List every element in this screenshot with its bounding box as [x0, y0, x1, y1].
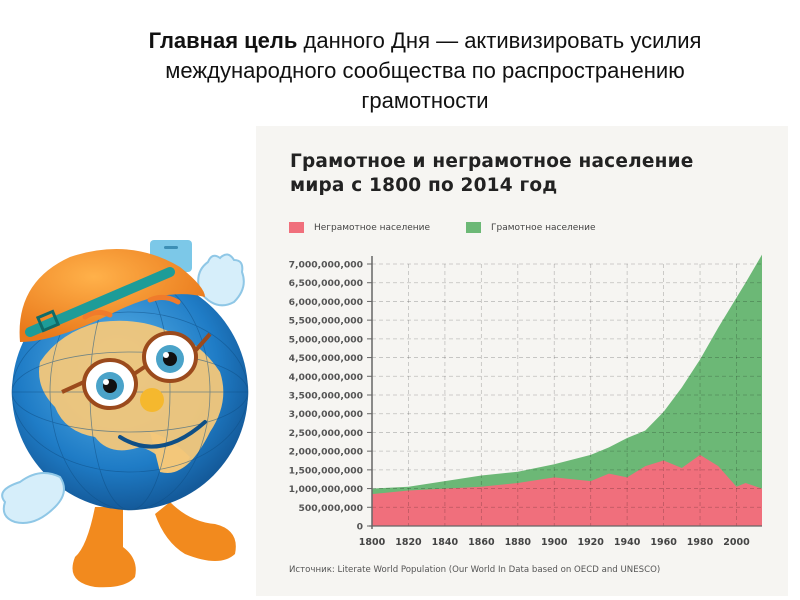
legend-item-illiterate: Неграмотное население — [289, 222, 430, 233]
y-tick-label: 6,000,000,000 — [289, 297, 363, 308]
chart-source: Источник: Literate World Population (Our… — [289, 565, 661, 575]
x-tick-label: 1840 — [432, 537, 459, 548]
x-tick-label: 1820 — [395, 537, 422, 548]
legend-swatch-illiterate — [289, 222, 304, 233]
slide-title-bold: Главная цель — [148, 28, 298, 53]
x-tick-label: 1900 — [541, 537, 568, 548]
y-tick-label: 2,500,000,000 — [289, 428, 363, 439]
y-tick-label: 2,000,000,000 — [289, 447, 363, 458]
y-tick-label: 1,000,000,000 — [289, 484, 363, 495]
globe-mascot-illustration — [1, 240, 249, 588]
slide-title-rest: данного Дня — активизировать усилия — [297, 28, 702, 53]
y-tick-label: 3,500,000,000 — [289, 391, 363, 402]
y-tick-label: 5,000,000,000 — [289, 334, 363, 345]
x-tick-label: 1920 — [577, 537, 604, 548]
chart-legend: Неграмотное население Грамотное населени… — [289, 222, 632, 233]
slide-title-line3: грамотности — [361, 88, 489, 113]
chart-card: Грамотное и неграмотное население мира с… — [256, 126, 788, 596]
y-tick-label: 0 — [357, 522, 363, 533]
grid — [372, 263, 762, 526]
legend-label-illiterate: Неграмотное население — [314, 222, 431, 233]
x-tick-label: 1800 — [359, 537, 386, 548]
x-tick-label: 1960 — [650, 537, 677, 548]
area-illiterate — [372, 454, 762, 526]
y-tick-label: 5,500,000,000 — [289, 316, 363, 327]
chart-title-line1: Грамотное и неграмотное население — [290, 151, 694, 172]
chart-title: Грамотное и неграмотное население мира с… — [290, 150, 780, 198]
y-tick-label: 4,500,000,000 — [289, 353, 363, 364]
area-chart: 0 500,000,000 1,000,000,000 1,500,000,000 2,… — [289, 254, 762, 548]
area-literate — [372, 254, 762, 526]
slide-title: Главная цель данного Дня — активизироват… — [60, 26, 790, 116]
y-tick-label: 500,000,000 — [298, 503, 363, 514]
y-tick-label: 6,500,000,000 — [289, 278, 363, 289]
x-tick-label: 1860 — [468, 537, 495, 548]
y-tick-label: 1,500,000,000 — [289, 465, 363, 476]
legend-label-literate: Грамотное население — [491, 222, 596, 233]
x-tick-label: 2000 — [723, 537, 750, 548]
slide-title-line2: международного сообщества по распростран… — [165, 58, 685, 83]
x-tick-label: 1880 — [505, 537, 532, 548]
x-tick-label: 1940 — [614, 537, 641, 548]
legend-swatch-literate — [466, 222, 482, 233]
x-tick-label: 1980 — [687, 537, 714, 548]
y-tick-label: 4,000,000,000 — [289, 372, 363, 383]
y-tick-label: 3,000,000,000 — [289, 409, 363, 420]
legend-item-literate: Грамотное население — [466, 222, 596, 233]
slide-title-line1: Главная цель данного Дня — активизироват… — [60, 26, 790, 56]
y-tick-label: 7,000,000,000 — [289, 260, 363, 271]
chart-title-line2: мира с 1800 по 2014 год — [290, 175, 558, 196]
